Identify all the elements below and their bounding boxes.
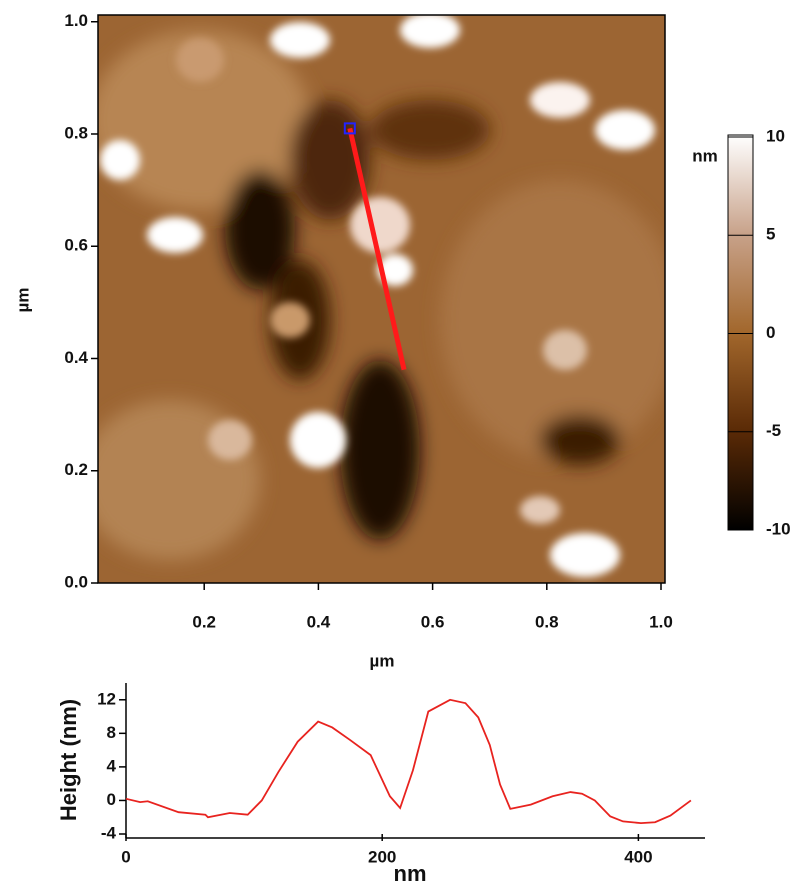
- afm-image: [98, 15, 665, 583]
- colorbar-tick-label: 5: [766, 225, 775, 244]
- x-tick-label: 0.2: [192, 612, 216, 631]
- profile-x-label: nm: [394, 861, 427, 886]
- x-tick-label: 400: [624, 847, 652, 866]
- y-axis-label: µm: [13, 288, 32, 313]
- y-tick-label: 0: [107, 790, 116, 809]
- x-axis-label: µm: [370, 651, 395, 670]
- y-tick-label: 1.0: [64, 11, 88, 30]
- image-frame: [97, 14, 666, 584]
- x-tick-label: 1.0: [649, 612, 673, 631]
- colorbar-tick-label: 0: [766, 323, 775, 342]
- y-tick-label: 0.6: [64, 236, 88, 255]
- y-tick-label: 12: [97, 689, 116, 708]
- y-tick-label: 4: [107, 756, 117, 775]
- y-tick-label: 8: [107, 723, 116, 742]
- x-tick-label: 0.8: [535, 612, 559, 631]
- y-tick-label: 0.8: [64, 123, 88, 142]
- y-tick-label: 0.4: [64, 348, 88, 367]
- profile-y-label: Height (nm): [56, 699, 81, 821]
- y-tick-label: -4: [101, 823, 117, 842]
- x-tick-label: 0.4: [307, 612, 331, 631]
- colorbar-label: nm: [692, 146, 718, 165]
- colorbar-tick-label: -10: [766, 519, 791, 538]
- y-tick-label: 0.0: [64, 572, 88, 591]
- scan-line: [347, 127, 407, 371]
- x-tick-label: 200: [368, 847, 396, 866]
- x-tick-label: 0.6: [421, 612, 445, 631]
- colorbar-tick-label: 10: [766, 126, 785, 145]
- y-tick-label: 0.2: [64, 460, 88, 479]
- colorbar-tick-label: -5: [766, 421, 781, 440]
- scan-start-marker: [343, 122, 356, 135]
- profile-line: [125, 698, 692, 824]
- colorbar: [727, 134, 754, 531]
- x-tick-label: 0: [121, 847, 130, 866]
